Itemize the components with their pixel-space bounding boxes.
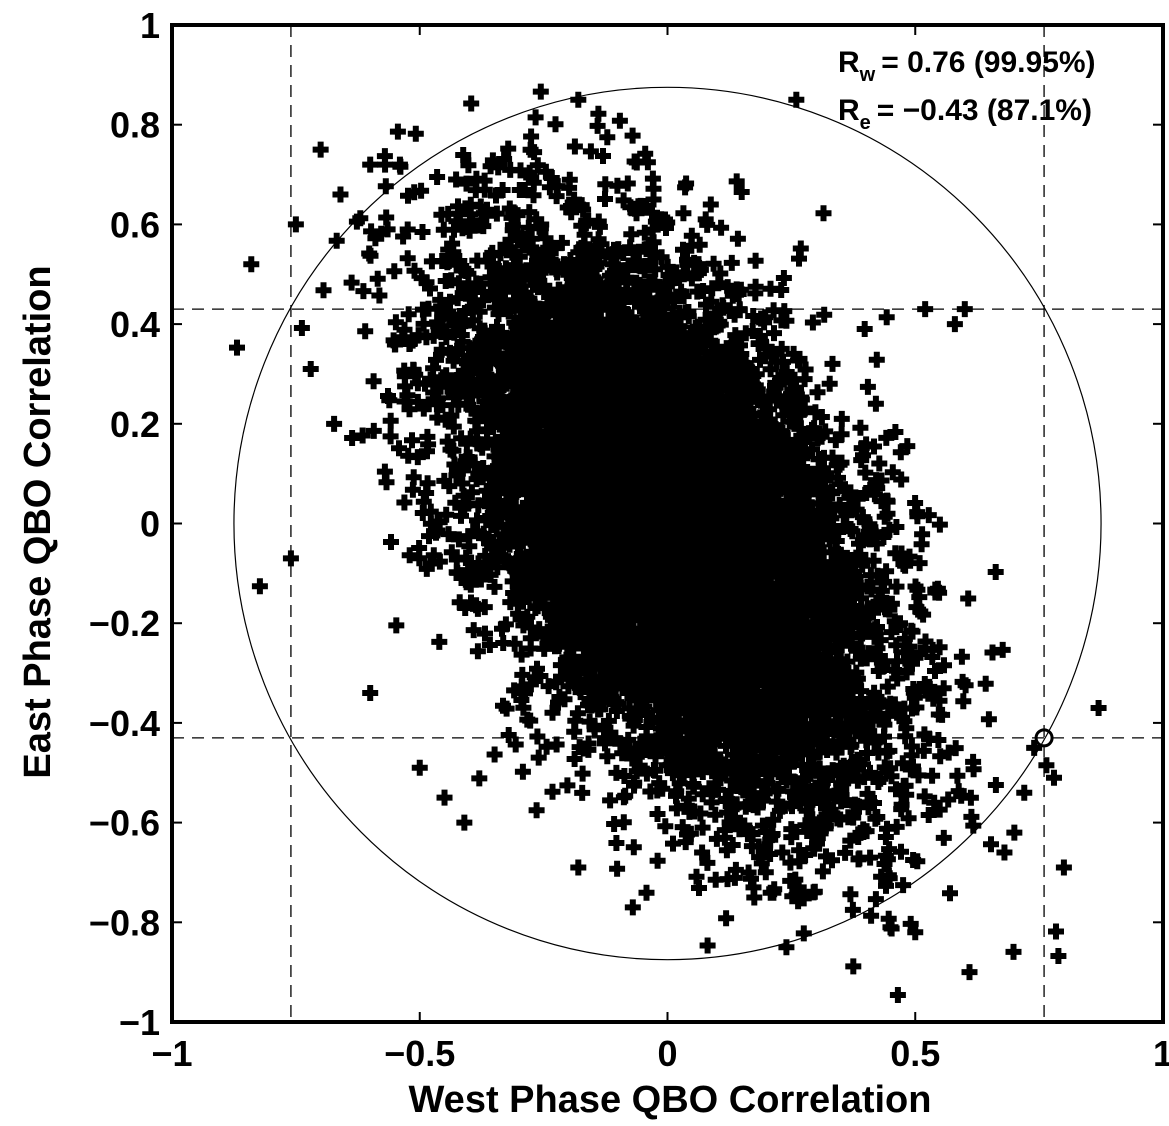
annotation-re: Re = −0.43 (87.1%) [838,94,1092,134]
scatter-point-19 [882,919,899,936]
scatter-point-15 [1055,859,1072,876]
y-tick-label-6: 0.2 [110,404,160,445]
x-axis-label: West Phase QBO Correlation [409,1079,932,1121]
scatter-point-13 [956,301,973,318]
highlight-point-marker [1034,728,1054,748]
scatter-point-cloud [229,83,1067,1004]
annotation-rw-main: R [838,46,860,79]
y-tick-label-8: 0.6 [110,204,160,245]
scatter-point-20 [411,759,428,776]
scatter-point-8 [391,156,408,173]
y-tick-label-9: 0.8 [110,105,160,146]
scatter-point-24 [624,899,641,916]
scatter-point-11 [917,301,934,318]
annotation-re-main: R [838,94,860,127]
y-axis-ticks: −1 −0.8 −0.6 −0.4 −0.2 0 0.2 0.4 0.6 0.8 1 [89,5,1163,1043]
scatter-point-4 [302,360,319,377]
x-tick-label-4: 1 [1153,1033,1169,1074]
scatter-point-1 [282,550,299,567]
scatter-point-29 [362,684,379,701]
scatter-point-9 [570,91,587,108]
scatter-point-5 [332,186,349,203]
scatter-point-27 [1026,739,1043,756]
x-tick-label-0: −1 [151,1033,192,1074]
scatter-point-17 [778,939,795,956]
outlier-points-layer [243,91,1107,956]
scatter-point-14 [1045,769,1062,786]
scatter-point-12 [946,316,963,333]
significance-circle [233,86,1102,961]
y-tick-label-4: −0.2 [89,603,160,644]
scatter-point-7 [377,156,394,173]
scatter-point-18 [907,924,924,941]
annotation-rw-text: = 0.76 (99.95%) [881,46,1095,79]
y-tick-label-5: 0 [140,504,160,545]
y-tick-label-10: 1 [140,5,160,46]
annotation-rw: Rw = 0.76 (99.95%) [838,46,1096,86]
y-axis-label: East Phase QBO Correlation [17,265,59,778]
scatter-points-layer [229,83,1067,1004]
x-tick-label-3: 0.5 [890,1033,940,1074]
scatter-point-10 [788,91,805,108]
reference-lines-layer [172,25,1163,1022]
scatter-point-22 [456,814,473,831]
y-tick-label-7: 0.4 [110,304,160,345]
annotation-re-sub: e [860,112,871,134]
x-tick-label-2: 0 [657,1033,677,1074]
annotation-rw-sub: w [859,64,876,86]
scatter-point-26 [1016,784,1033,801]
scatter-point-28 [1006,824,1023,841]
scatter-point-16 [1090,699,1107,716]
y-tick-label-3: −0.4 [89,703,160,744]
scatter-point-0 [243,256,260,273]
scatter-point-2 [312,141,329,158]
scatter-point-23 [570,859,587,876]
x-tick-label-1: −0.5 [384,1033,455,1074]
scatter-point-25 [996,844,1013,861]
y-tick-label-0: −1 [119,1002,160,1043]
y-tick-label-1: −0.8 [89,902,160,943]
y-tick-label-2: −0.6 [89,803,160,844]
x-axis-ticks: −1 −0.5 0 0.5 1 [151,25,1169,1074]
scatter-point-6 [362,156,379,173]
scatter-point-3 [287,216,304,233]
annotation-re-text: = −0.43 (87.1%) [877,94,1092,127]
scatter-point-21 [436,789,453,806]
